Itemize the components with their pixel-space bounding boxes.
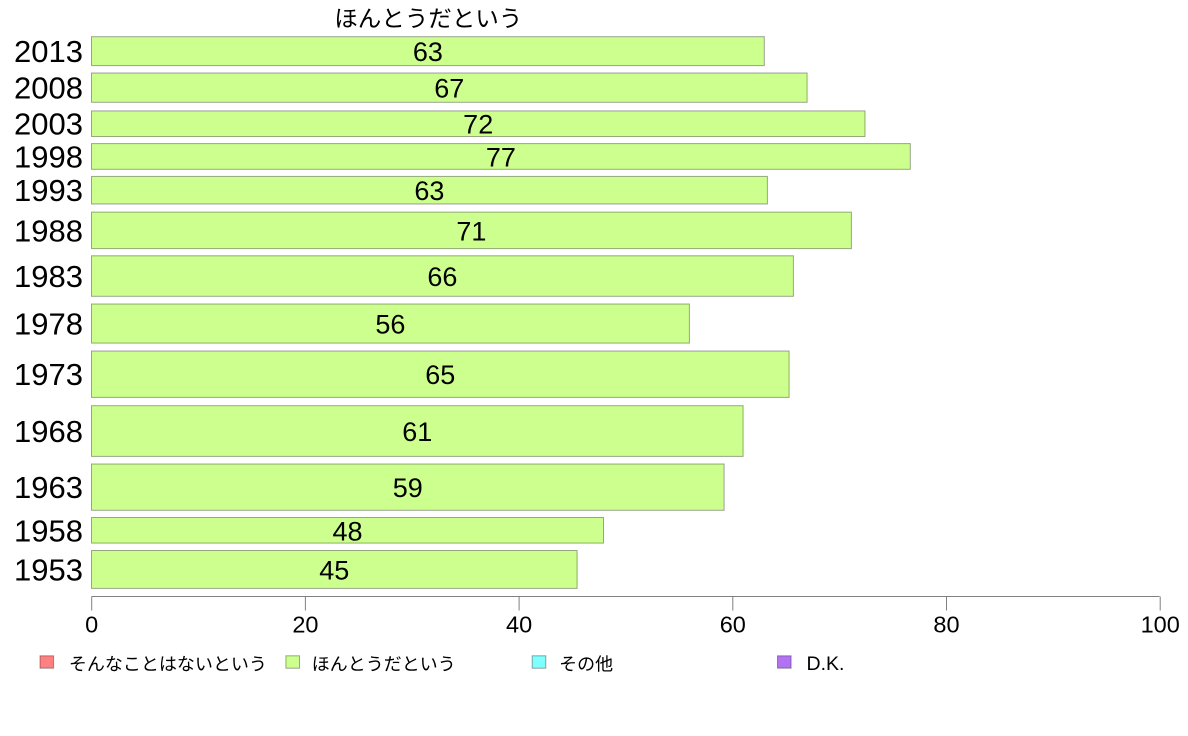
svg-text:1983: 1983 [14,259,83,294]
svg-text:40: 40 [506,611,532,637]
svg-text:1973: 1973 [14,357,83,392]
svg-text:1968: 1968 [14,414,83,449]
svg-text:61: 61 [402,417,432,447]
svg-text:20: 20 [292,611,318,637]
svg-text:65: 65 [425,360,455,390]
svg-text:1963: 1963 [14,470,83,505]
svg-text:59: 59 [393,473,423,503]
svg-text:1998: 1998 [14,139,83,174]
svg-text:71: 71 [456,216,486,246]
svg-text:100: 100 [1141,611,1180,637]
svg-text:66: 66 [427,262,457,292]
svg-text:56: 56 [375,310,405,340]
svg-text:1953: 1953 [14,553,83,588]
svg-text:1988: 1988 [14,213,83,248]
svg-text:48: 48 [332,516,362,546]
svg-text:60: 60 [720,611,746,637]
svg-text:0: 0 [85,611,98,637]
svg-text:1978: 1978 [14,307,83,342]
svg-text:63: 63 [413,37,443,67]
svg-text:72: 72 [463,110,493,140]
svg-text:80: 80 [933,611,959,637]
svg-text:2013: 2013 [14,34,83,69]
svg-text:1958: 1958 [14,513,83,548]
svg-text:67: 67 [434,74,464,104]
svg-text:45: 45 [319,556,349,586]
svg-text:63: 63 [414,176,444,206]
svg-text:1993: 1993 [14,173,83,208]
svg-text:2003: 2003 [14,107,83,142]
svg-text:2008: 2008 [14,71,83,106]
svg-text:77: 77 [486,142,516,172]
svg-text:D.K.: D.K. [807,653,845,675]
